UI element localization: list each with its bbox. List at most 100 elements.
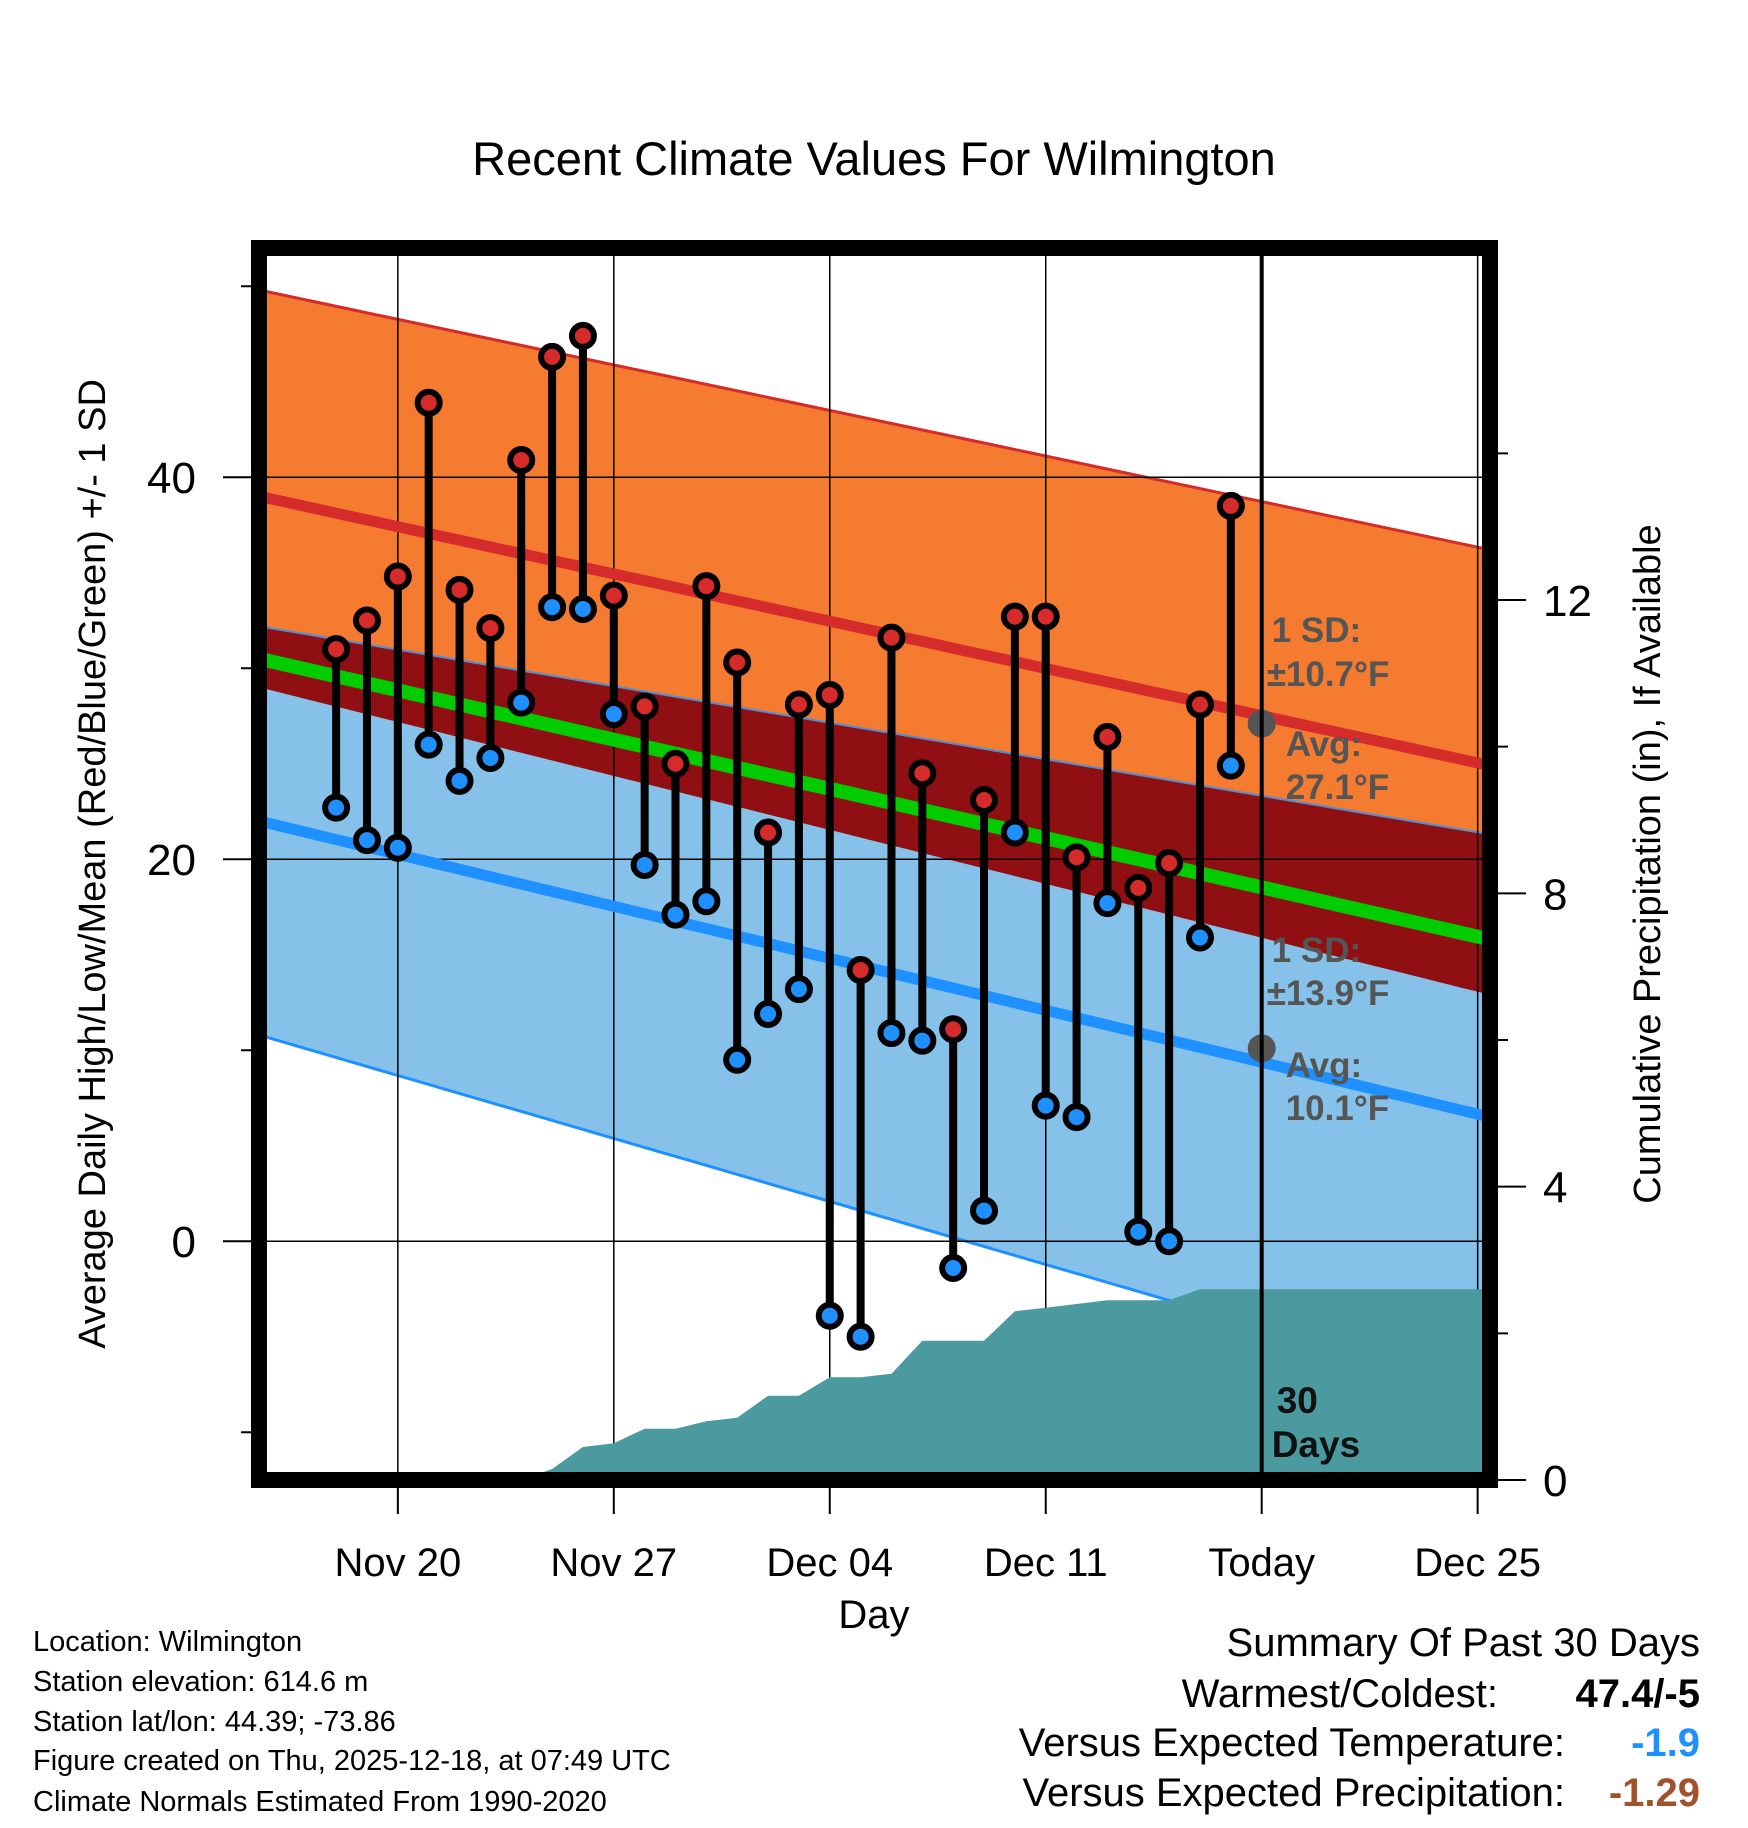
daily-low-point (383, 833, 412, 862)
daily-high-point (1000, 602, 1029, 631)
daily-high-point (630, 692, 659, 721)
daily-low-point (1093, 889, 1122, 918)
daily-low-point (877, 1019, 906, 1048)
y2-axis-label: Cumulative Precipitation (in), If Availa… (1627, 524, 1669, 1203)
x-tick-label: Dec 04 (766, 1541, 893, 1585)
period-number: 30 (1277, 1380, 1318, 1421)
mean-avg-line (259, 651, 1490, 947)
low-avg-value: 10.1°F (1286, 1089, 1390, 1128)
high-upper-edge (259, 288, 1490, 552)
daily-low-point (322, 793, 351, 822)
daily-low-point (1124, 1217, 1153, 1246)
low-sd-label: 1 SD: (1272, 931, 1361, 970)
precip-value: -1.29 (1608, 1771, 1700, 1815)
daily-high-point (322, 635, 351, 664)
y-tick-label: 0 (172, 1218, 196, 1267)
created-info: Figure created on Thu, 2025-12-18, at 07… (33, 1745, 671, 1777)
daily-high-point (414, 388, 443, 417)
low-avg-label: Avg: (1286, 1046, 1362, 1085)
y-axis-label: Average Daily High/Low/Mean (Red/Blue/Gr… (72, 379, 114, 1349)
daily-high-point (661, 749, 690, 778)
x-tick-label: Nov 20 (334, 1541, 461, 1585)
daily-low-point (692, 887, 721, 916)
daily-low-point (352, 826, 381, 855)
daily-low-point (908, 1026, 937, 1055)
period-unit: Days (1272, 1424, 1360, 1465)
daily-low-point (476, 743, 505, 772)
daily-high-point (1185, 690, 1214, 719)
daily-low-point (445, 766, 474, 795)
daily-high-point (970, 786, 999, 815)
daily-low-point (1185, 923, 1214, 952)
daily-low-point (754, 999, 783, 1028)
y2-tick-label: 4 (1543, 1164, 1567, 1213)
daily-high-point (723, 648, 752, 677)
daily-low-point (1000, 818, 1029, 847)
daily-high-point (754, 818, 783, 847)
daily-low-point (414, 730, 443, 759)
low-sd-band (259, 687, 1490, 1394)
y2-tick-label: 12 (1543, 577, 1592, 626)
daily-high-point (815, 680, 844, 709)
precip-area (336, 1289, 1490, 1480)
temp-label: Versus Expected Temperature: (1018, 1721, 1565, 1765)
daily-low-point (1031, 1091, 1060, 1120)
location-info: Location: Wilmington (33, 1626, 303, 1658)
daily-high-point (352, 606, 381, 635)
high-avg-line (259, 490, 1490, 771)
daily-low-point (1155, 1227, 1184, 1256)
chart-title: Recent Climate Values For Wilmington (472, 132, 1276, 185)
daily-high-point (507, 446, 536, 475)
daily-high-point (939, 1015, 968, 1044)
summary-title: Summary Of Past 30 Days (1226, 1621, 1700, 1665)
x-tick-label: Today (1208, 1541, 1315, 1585)
high-avg-value: 27.1°F (1286, 768, 1390, 807)
daily-high-point (1216, 491, 1245, 520)
daily-high-point (383, 562, 412, 591)
x-axis-label: Day (838, 1593, 909, 1637)
daily-high-point (445, 575, 474, 604)
daily-low-point (815, 1301, 844, 1330)
daily-high-point (1031, 602, 1060, 631)
daily-low-point (784, 975, 813, 1004)
y2-tick-label: 8 (1543, 870, 1567, 919)
y2-tick-label: 0 (1543, 1457, 1567, 1506)
daily-low-point (599, 700, 628, 729)
daily-high-point (784, 690, 813, 719)
daily-low-point (661, 900, 690, 929)
daily-low-point (1062, 1103, 1091, 1132)
temp-value: -1.9 (1631, 1721, 1700, 1765)
daily-high-point (1093, 722, 1122, 751)
latlon-info: Station lat/lon: 44.39; -73.86 (33, 1706, 396, 1738)
y-tick-label: 40 (147, 454, 196, 503)
high-avg-label: Avg: (1286, 725, 1362, 764)
high-sd-label: 1 SD: (1272, 611, 1361, 650)
daily-low-point (538, 593, 567, 622)
low-sd-value: ±13.9°F (1267, 974, 1390, 1013)
x-tick-label: Nov 27 (550, 1541, 677, 1585)
daily-high-point (476, 614, 505, 643)
daily-low-point (630, 850, 659, 879)
daily-low-point (507, 688, 536, 717)
daily-high-point (846, 956, 875, 985)
daily-high-point (1155, 849, 1184, 878)
precip-label: Versus Expected Precipitation: (1022, 1771, 1565, 1815)
high-sd-value: ±10.7°F (1267, 655, 1390, 694)
plot-frame (251, 240, 1498, 1488)
daily-high-point (877, 623, 906, 652)
daily-high-point (1062, 843, 1091, 872)
daily-low-point (846, 1322, 875, 1351)
daily-high-point (692, 572, 721, 601)
daily-low-point (568, 595, 597, 624)
daily-low-point (723, 1045, 752, 1074)
daily-high-point (599, 581, 628, 610)
warmest-label: Warmest/Coldest: (1181, 1672, 1498, 1716)
daily-low-point (939, 1253, 968, 1282)
x-tick-label: Dec 11 (984, 1541, 1108, 1585)
normals-info: Climate Normals Estimated From 1990-2020 (33, 1786, 607, 1818)
overlap-band (259, 626, 1490, 995)
elevation-info: Station elevation: 614.6 m (33, 1666, 369, 1698)
daily-low-point (970, 1196, 999, 1225)
daily-high-point (538, 342, 567, 371)
